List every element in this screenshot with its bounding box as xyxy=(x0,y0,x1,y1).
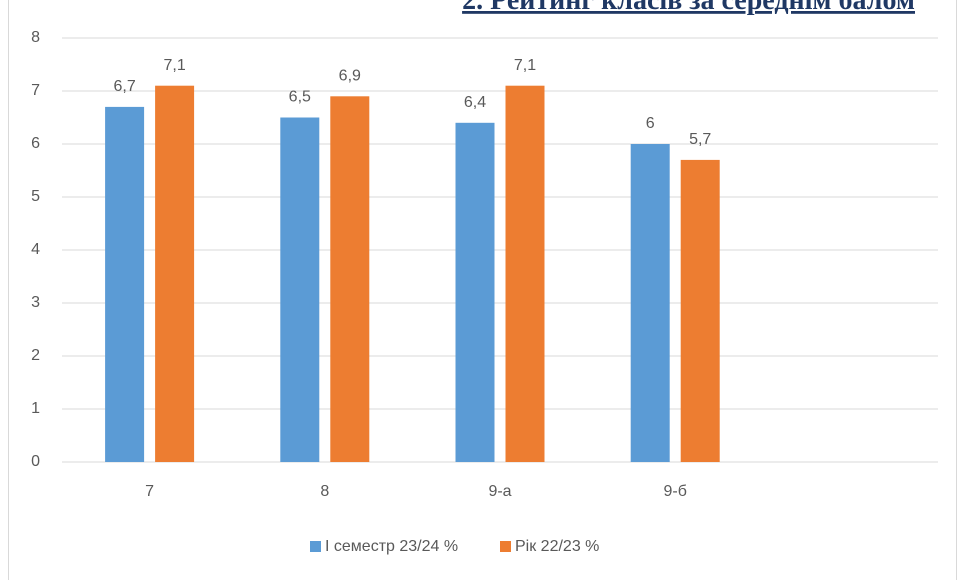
data-label: 6,9 xyxy=(339,68,361,85)
legend-swatch xyxy=(310,541,321,552)
x-tick-label: 7 xyxy=(145,483,154,500)
x-tick-label: 9-б xyxy=(664,483,687,500)
bar xyxy=(455,122,495,463)
data-label: 7,1 xyxy=(163,57,185,74)
data-label: 7,1 xyxy=(514,57,536,74)
y-tick-label: 0 xyxy=(31,453,40,470)
bar xyxy=(105,106,145,463)
bar xyxy=(680,159,720,462)
bar xyxy=(630,144,670,462)
y-tick-label: 7 xyxy=(31,82,40,99)
legend-label: Рік 22/23 % xyxy=(515,538,599,555)
y-tick-label: 1 xyxy=(31,400,40,417)
legend-label: І семестр 23/24 % xyxy=(325,538,458,555)
x-tick-label: 9-а xyxy=(488,483,511,500)
data-label: 6 xyxy=(646,115,655,132)
data-label: 5,7 xyxy=(689,131,711,148)
legend-swatch xyxy=(500,541,511,552)
data-label: 6,7 xyxy=(113,78,135,95)
data-label: 6,5 xyxy=(289,89,311,106)
bar xyxy=(280,117,320,462)
y-tick-label: 5 xyxy=(31,188,40,205)
chart-title: 2. Рейтинг класів за середнім балом xyxy=(462,0,915,16)
y-tick-label: 2 xyxy=(31,347,40,364)
bar xyxy=(330,96,370,463)
y-tick-label: 4 xyxy=(31,241,40,258)
y-tick-label: 6 xyxy=(31,135,40,152)
bar xyxy=(155,85,195,462)
data-label: 6,4 xyxy=(464,94,486,111)
x-tick-label: 8 xyxy=(320,483,329,500)
y-tick-label: 8 xyxy=(31,29,40,46)
bar xyxy=(505,85,545,462)
y-tick-label: 3 xyxy=(31,294,40,311)
